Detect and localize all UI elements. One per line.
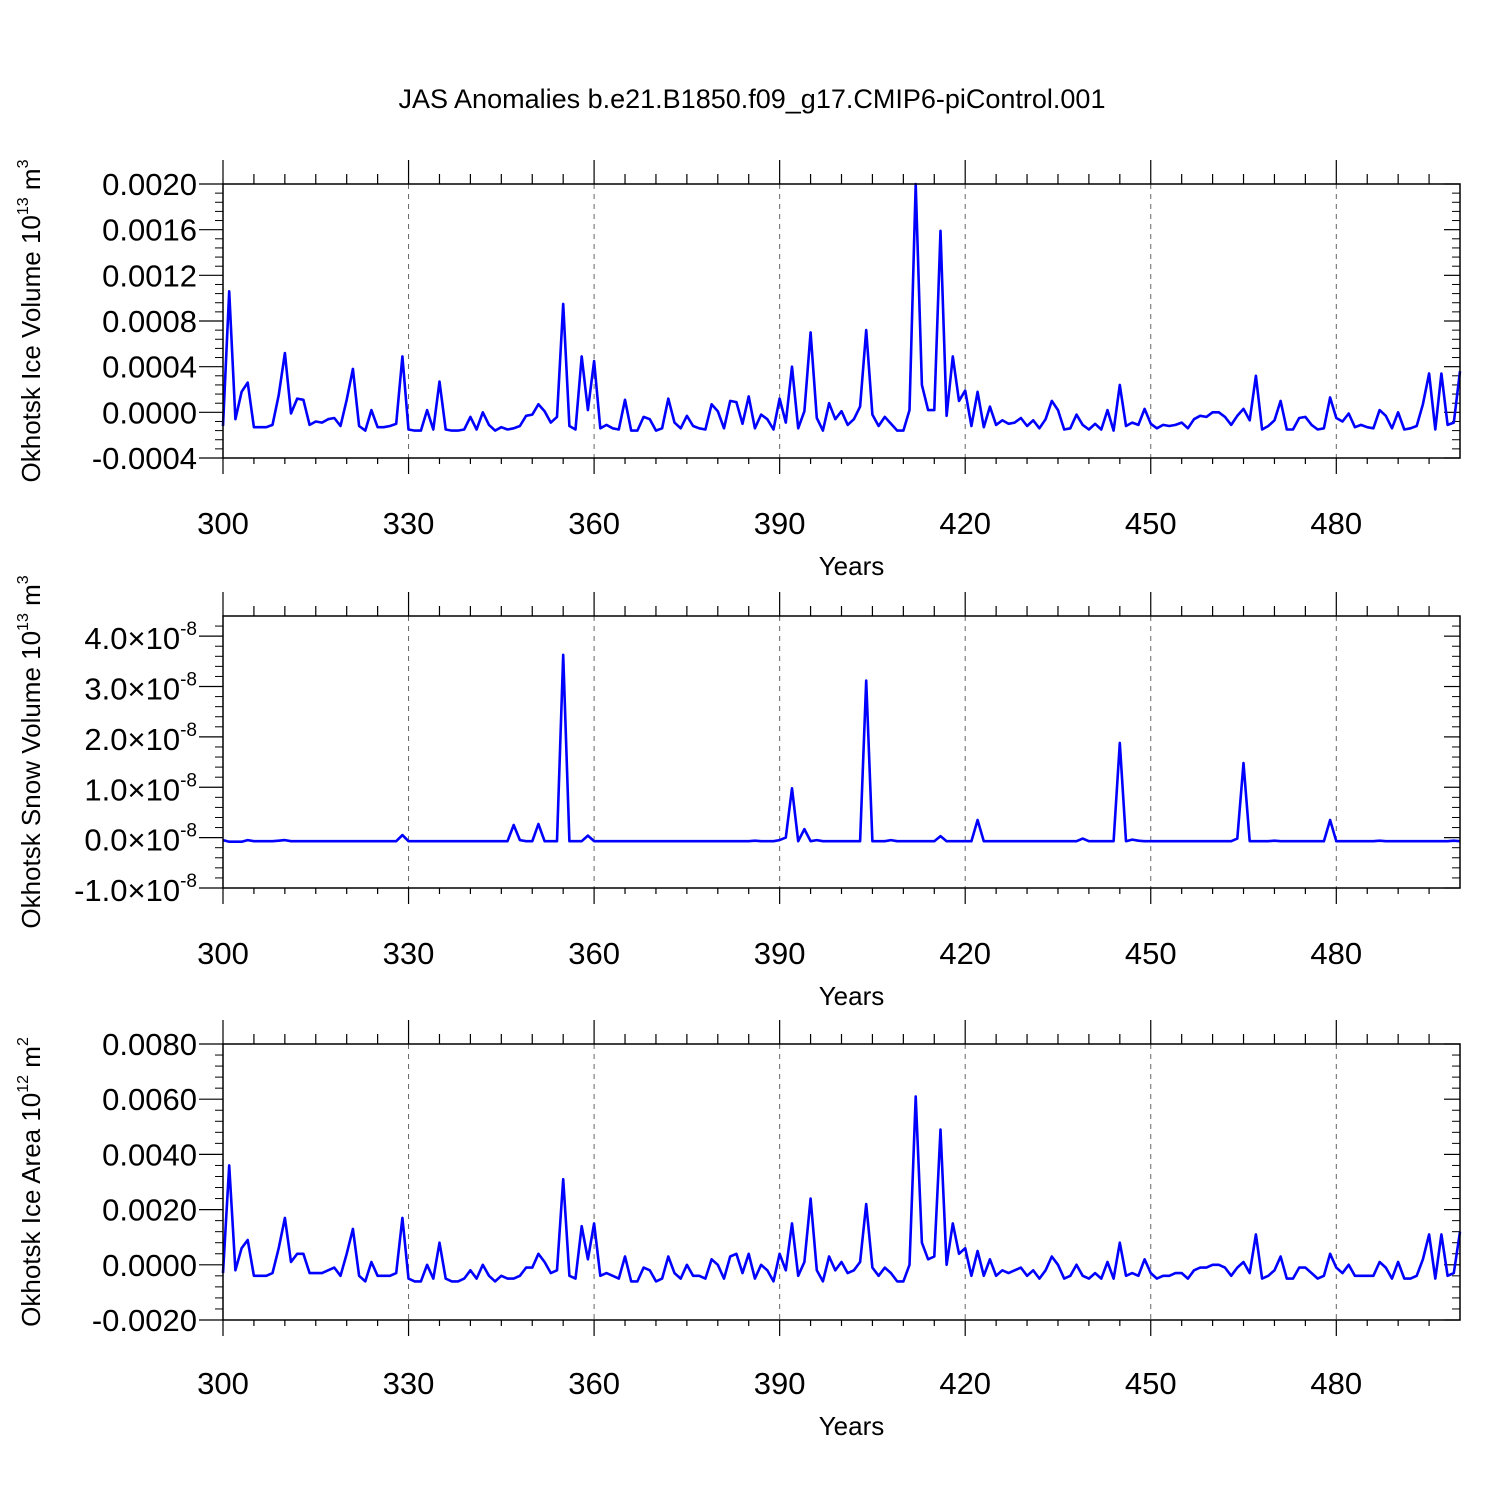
x-tick-label: 360 (568, 506, 620, 541)
x-tick-label: 330 (383, 936, 435, 971)
x-tick-label: 300 (197, 506, 249, 541)
x-tick-label: 480 (1310, 506, 1362, 541)
y-tick-label: -1.0×10-8 (74, 871, 197, 908)
y-tick-label: 4.0×10-8 (84, 619, 197, 656)
x-axis-label: Years (819, 1411, 885, 1441)
y-tick-label: 0.0016 (102, 213, 197, 248)
y-tick-label: 0.0×10-8 (84, 821, 197, 858)
y-tick-label: 0.0060 (102, 1082, 197, 1117)
y-tick-label: 0.0020 (102, 1193, 197, 1228)
y-tick-label: 3.0×10-8 (84, 670, 197, 707)
data-line (222, 653, 1461, 844)
plot-frame (222, 615, 1461, 889)
y-tick-label: 2.0×10-8 (84, 720, 197, 757)
y-tick-label: 0.0040 (102, 1137, 197, 1172)
plot-frame (222, 183, 1461, 459)
y-tick-label: -0.0020 (92, 1303, 197, 1338)
x-axis-label: Years (819, 981, 885, 1011)
x-tick-label: 360 (568, 936, 620, 971)
y-axis-label: Okhotsk Ice Volume 1013 m3 (15, 159, 46, 482)
y-tick-label: 0.0012 (102, 258, 197, 293)
x-tick-label: 480 (1310, 1366, 1362, 1401)
x-tick-label: 390 (754, 1366, 806, 1401)
x-tick-label: 420 (939, 506, 991, 541)
y-tick-label: -0.0004 (92, 441, 197, 476)
y-tick-label: 0.0080 (102, 1027, 197, 1062)
panel-2: -1.0×10-8 0.0×10-8 1.0×10-8 2.0×10-8 3.0×10-… (15, 575, 1461, 1011)
y-tick-label: 0.0000 (102, 395, 197, 430)
x-tick-label: 420 (939, 936, 991, 971)
x-axis-label: Years (819, 551, 885, 581)
x-tick-label: 330 (383, 506, 435, 541)
y-axis-label: Okhotsk Ice Area 1012 m2 (15, 1037, 46, 1327)
plot-frame (222, 1043, 1461, 1321)
x-tick-label: 420 (939, 1366, 991, 1401)
panel-1: -0.0004 0.0000 0.0004 0.0008 0.0012 0.0016 0.0… (15, 159, 1462, 581)
x-tick-label: 450 (1125, 936, 1177, 971)
x-tick-label: 390 (754, 936, 806, 971)
figure-title: JAS Anomalies b.e21.B1850.f09_g17.CMIP6-… (399, 84, 1106, 114)
x-tick-label: 330 (383, 1366, 435, 1401)
y-tick-label: 0.0004 (102, 350, 197, 385)
y-tick-label: 0.0020 (102, 167, 197, 202)
data-line (221, 182, 1462, 432)
x-tick-label: 300 (197, 1366, 249, 1401)
y-tick-label: 0.0008 (102, 304, 197, 339)
panel-3: -0.0020 0.0000 0.0020 0.0040 0.0060 0.0080 300… (15, 1020, 1462, 1441)
x-tick-label: 360 (568, 1366, 620, 1401)
x-tick-label: 390 (754, 506, 806, 541)
x-tick-label: 480 (1310, 936, 1362, 971)
x-tick-label: 450 (1125, 506, 1177, 541)
data-line (221, 1095, 1462, 1283)
x-tick-label: 300 (197, 936, 249, 971)
x-tick-label: 450 (1125, 1366, 1177, 1401)
y-tick-label: 1.0×10-8 (84, 770, 197, 807)
y-axis-label: Okhotsk Snow Volume 1013 m3 (15, 575, 46, 928)
y-tick-label: 0.0000 (102, 1248, 197, 1283)
